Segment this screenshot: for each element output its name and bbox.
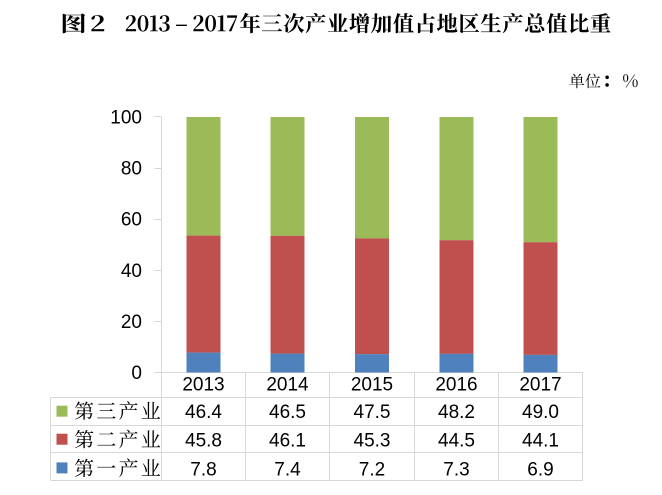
svg-text:6.9: 6.9 (527, 460, 553, 481)
svg-text:2014: 2014 (266, 374, 309, 395)
svg-text:49.0: 49.0 (522, 402, 559, 423)
svg-text:7.3: 7.3 (443, 460, 469, 481)
svg-text:60: 60 (121, 210, 142, 231)
svg-text:100: 100 (110, 108, 142, 129)
svg-text:45.3: 45.3 (354, 431, 391, 452)
svg-text:2017: 2017 (519, 374, 561, 395)
svg-text:2015: 2015 (351, 374, 393, 395)
svg-text:2013: 2013 (182, 374, 224, 395)
svg-text:46.1: 46.1 (269, 431, 306, 452)
svg-text:7.8: 7.8 (190, 460, 216, 481)
svg-text:46.4: 46.4 (185, 402, 222, 423)
svg-text:44.1: 44.1 (522, 431, 559, 452)
svg-text:7.2: 7.2 (359, 460, 385, 481)
svg-text:47.5: 47.5 (354, 402, 391, 423)
svg-text:80: 80 (121, 159, 142, 180)
svg-text:2016: 2016 (435, 374, 477, 395)
svg-text:20: 20 (121, 312, 142, 333)
svg-text:44.5: 44.5 (438, 431, 475, 452)
svg-text:40: 40 (121, 261, 142, 282)
svg-text:45.8: 45.8 (185, 431, 222, 452)
svg-text:48.2: 48.2 (438, 402, 475, 423)
svg-text:0: 0 (131, 363, 142, 384)
svg-text:46.5: 46.5 (269, 402, 306, 423)
svg-text:7.4: 7.4 (274, 460, 301, 481)
